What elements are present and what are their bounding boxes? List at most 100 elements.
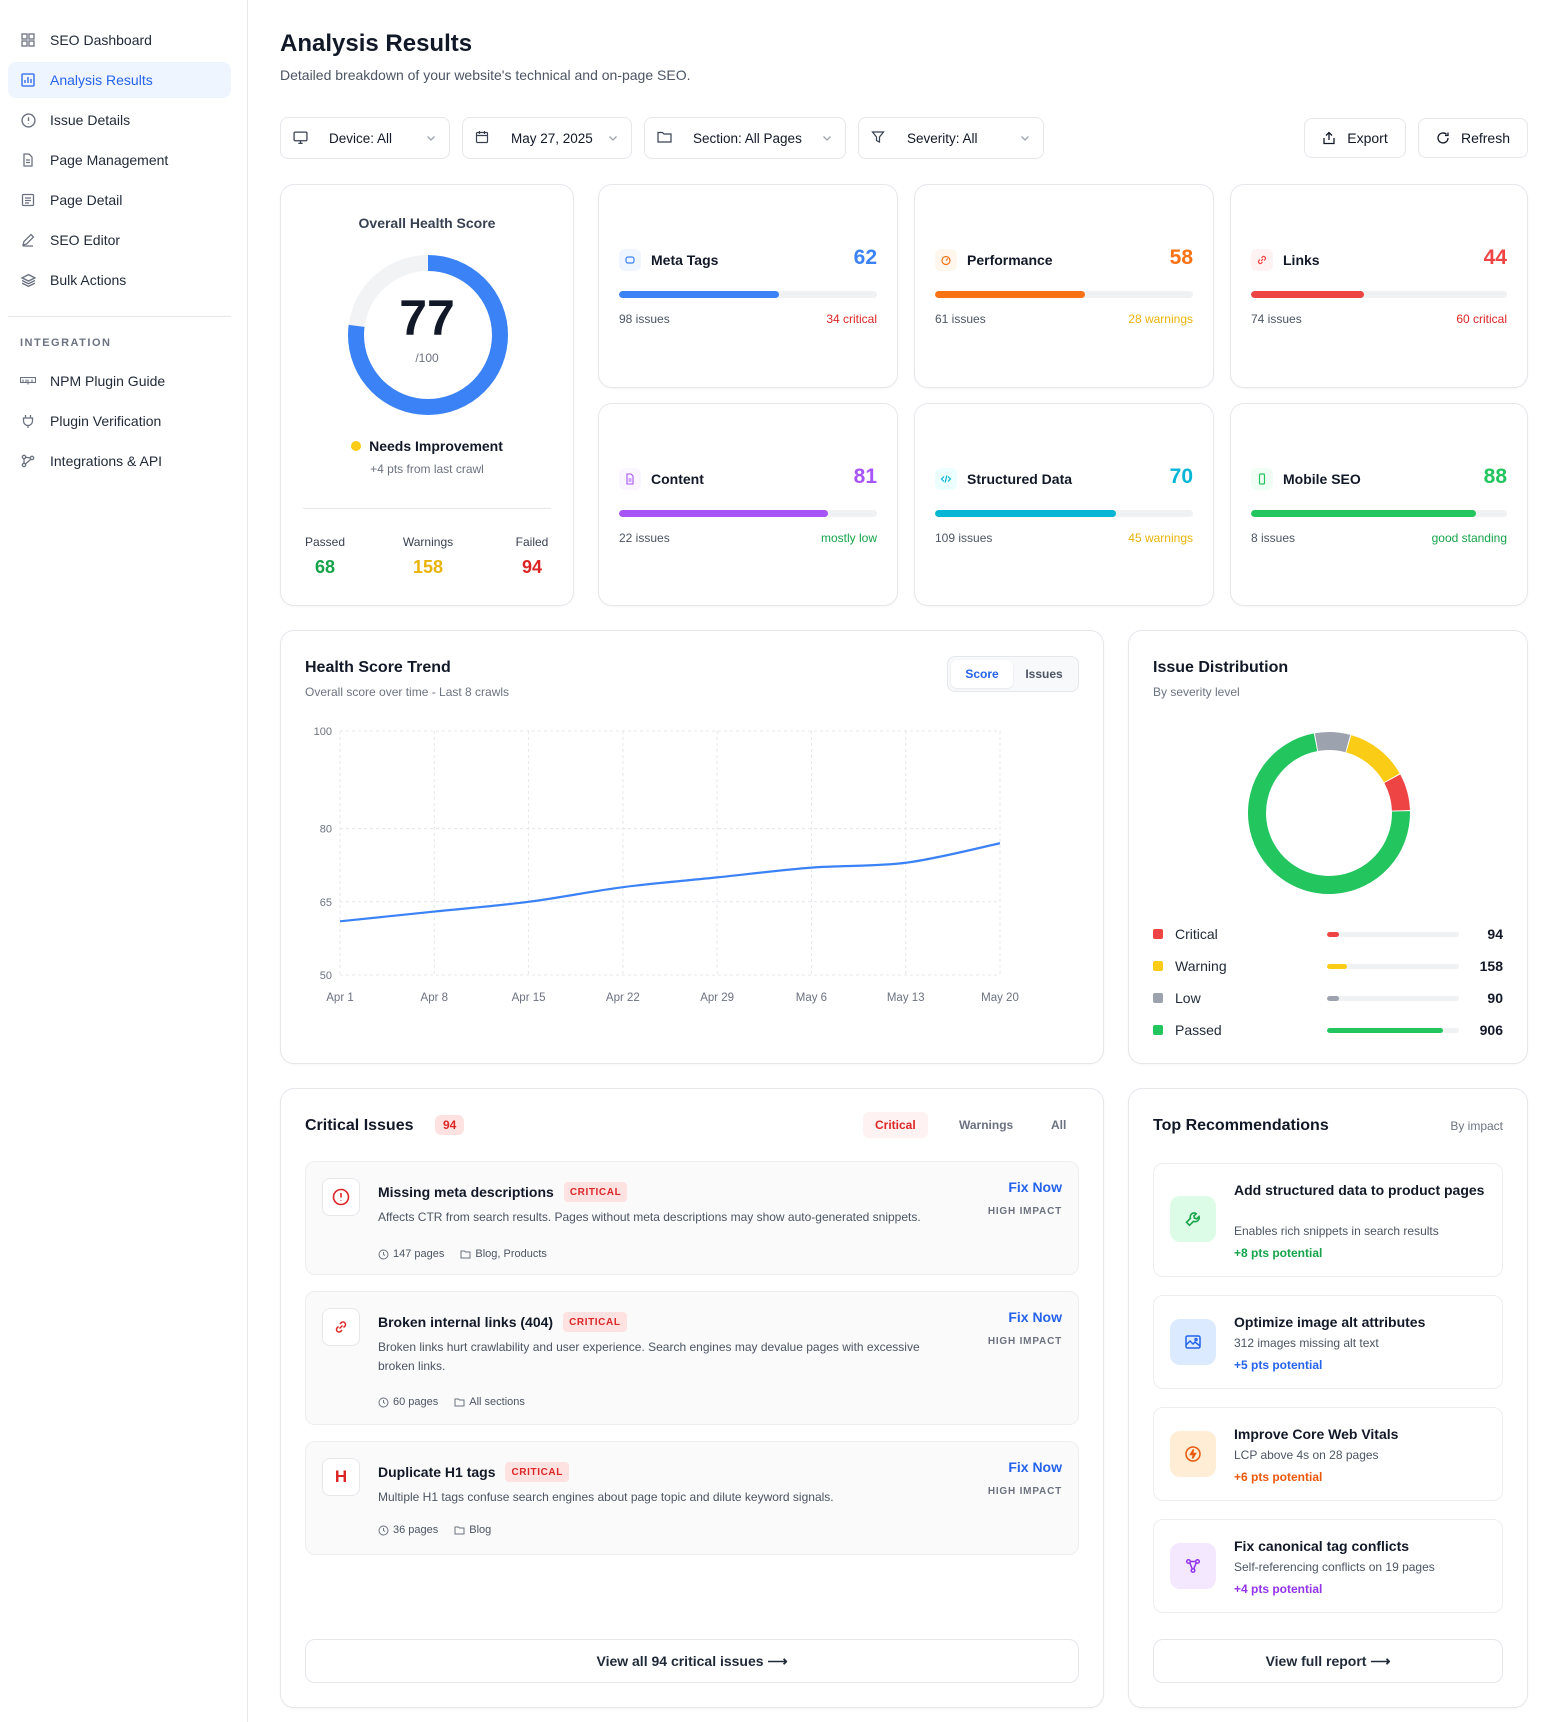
trend-title: Health Score Trend — [305, 659, 451, 676]
sidebar-item-plugin-verification[interactable]: Plugin Verification — [8, 403, 231, 439]
passed-label: Passed — [304, 535, 346, 549]
chevron-down-icon — [425, 132, 437, 144]
category-card-mobile-seo[interactable]: Mobile SEO 88 8 issues good standing — [1230, 403, 1528, 606]
legend-value: 906 — [1479, 1022, 1503, 1038]
refresh-button[interactable]: Refresh — [1418, 118, 1528, 158]
recommendation-points: +4 pts potential — [1234, 1582, 1323, 1596]
tab-warnings[interactable]: Warnings — [959, 1118, 1014, 1132]
sidebar-item-label: SEO Editor — [50, 232, 121, 248]
warnings-stat: Warnings 158 — [395, 535, 461, 578]
chevron-down-icon — [1019, 132, 1031, 144]
distribution-donut — [1248, 732, 1410, 894]
issue-sections: Blog, Products — [460, 1248, 547, 1260]
recommendation-item[interactable]: Add structured data to product pages Ena… — [1153, 1163, 1503, 1277]
recommendations-sort[interactable]: By impact — [1450, 1119, 1503, 1133]
recommendation-item[interactable]: Improve Core Web Vitals LCP above 4s on … — [1153, 1407, 1503, 1501]
category-note: 45 warnings — [1128, 531, 1193, 545]
category-card-meta-tags[interactable]: Meta Tags 62 98 issues 34 critical — [598, 184, 898, 388]
device-filter-label: Device: All — [329, 130, 393, 146]
recommendations-title: Top Recommendations — [1153, 1117, 1329, 1134]
legend-item-passed: Passed 906 — [1153, 1019, 1503, 1041]
tab-all[interactable]: All — [1051, 1118, 1067, 1132]
export-icon — [1322, 131, 1337, 146]
recommendation-item[interactable]: Fix canonical tag conflicts Self-referen… — [1153, 1519, 1503, 1613]
critical-count-badge: 94 — [435, 1115, 465, 1135]
legend-item-critical: Critical 94 — [1153, 923, 1503, 945]
recommendation-item[interactable]: Optimize image alt attributes 312 images… — [1153, 1295, 1503, 1389]
tab-issues[interactable]: Issues — [1025, 667, 1063, 681]
issue-sections-label: All sections — [469, 1396, 525, 1408]
sidebar-item-analysis-results[interactable]: Analysis Results — [8, 62, 231, 98]
sidebar-item-page-management[interactable]: Page Management — [8, 142, 231, 178]
sidebar-section-heading: INTEGRATION — [20, 337, 112, 349]
view-full-report-button[interactable]: View full report ⟶ — [1153, 1639, 1503, 1683]
section-filter[interactable]: Section: All Pages — [644, 117, 846, 159]
issue-meta: 36 pages Blog — [378, 1524, 507, 1536]
category-progress — [935, 510, 1193, 517]
issue-item[interactable]: Broken internal links (404) CRITICAL Brok… — [305, 1291, 1079, 1425]
severity-filter[interactable]: Severity: All — [858, 117, 1044, 159]
issue-title-row: Missing meta descriptions CRITICAL — [378, 1182, 628, 1202]
issue-distribution-card: Issue Distribution By severity level Cri… — [1128, 630, 1528, 1064]
code-icon — [935, 468, 957, 490]
fix-now-button[interactable]: Fix Now — [1008, 1459, 1062, 1475]
trend-chart: 100 80 65 50 Apr 1 Apr 8 Apr 15 Apr 22 Apr 29 May… — [314, 726, 1019, 1004]
fix-now-button[interactable]: Fix Now — [1008, 1309, 1062, 1325]
sidebar-item-seo-dashboard[interactable]: SEO Dashboard — [8, 22, 231, 58]
sidebar-item-page-detail[interactable]: Page Detail — [8, 182, 231, 218]
category-card-links[interactable]: Links 44 74 issues 60 critical — [1230, 184, 1528, 388]
category-card-performance[interactable]: Performance 58 61 issues 28 warnings — [914, 184, 1214, 388]
issue-sections: Blog — [454, 1524, 491, 1536]
issue-pages-label: 60 pages — [393, 1396, 439, 1408]
recommendation-description: Enables rich snippets in search results — [1234, 1224, 1439, 1238]
donut-slice-critical — [1384, 774, 1410, 812]
category-issues: 98 issues — [619, 312, 670, 326]
page-subtitle: Detailed breakdown of your website's tec… — [280, 67, 691, 83]
plug-icon — [20, 413, 36, 429]
legend-swatch — [1153, 929, 1163, 939]
recommendation-points: +5 pts potential — [1234, 1358, 1323, 1372]
sidebar-item-integrations-api[interactable]: Integrations & API — [8, 443, 231, 479]
sidebar-item-seo-editor[interactable]: SEO Editor — [8, 222, 231, 258]
distribution-title: Issue Distribution — [1153, 659, 1289, 676]
fix-now-button[interactable]: Fix Now — [1008, 1179, 1062, 1195]
critical-badge: CRITICAL — [563, 1312, 627, 1332]
x-tick-label: May 13 — [887, 992, 925, 1004]
donut-slice-low — [1314, 732, 1351, 753]
view-all-critical-button[interactable]: View all 94 critical issues ⟶ — [305, 1639, 1079, 1683]
file-icon — [20, 152, 36, 168]
date-filter[interactable]: May 27, 2025 — [462, 117, 632, 159]
y-tick-label: 80 — [320, 824, 332, 836]
severity-filter-label: Severity: All — [907, 130, 978, 146]
warnings-label: Warnings — [402, 535, 454, 549]
export-button[interactable]: Export — [1304, 118, 1406, 158]
category-score: 70 — [1169, 465, 1193, 488]
category-note: 28 warnings — [1128, 312, 1193, 326]
category-progress — [619, 291, 877, 298]
issue-item[interactable]: H Duplicate H1 tags CRITICAL Multiple H1 … — [305, 1441, 1079, 1555]
passed-value: 68 — [314, 557, 336, 577]
chevron-down-icon — [821, 132, 833, 144]
x-tick-label: Apr 22 — [606, 992, 640, 1004]
issue-sections-label: Blog — [469, 1524, 492, 1536]
image-icon — [1170, 1319, 1216, 1365]
sidebar-item-label: Analysis Results — [50, 72, 153, 88]
sidebar-item-issue-details[interactable]: Issue Details — [8, 102, 231, 138]
legend-bar — [1327, 1027, 1459, 1033]
tab-critical[interactable]: Critical — [863, 1112, 928, 1138]
filter-icon — [871, 130, 887, 146]
sidebar-item-npm-plugin-guide[interactable]: NPM Plugin Guide — [8, 363, 231, 399]
category-issues: 109 issues — [935, 531, 993, 545]
issue-description: Broken links hurt crawlability and user … — [378, 1340, 920, 1373]
issue-item[interactable]: Missing meta descriptions CRITICAL Affect… — [305, 1161, 1079, 1275]
category-note: good standing — [1431, 531, 1507, 545]
refresh-icon — [1436, 131, 1451, 146]
health-trend-card: Health Score Trend Overall score over ti… — [280, 630, 1104, 1064]
sidebar-item-bulk-actions[interactable]: Bulk Actions — [8, 262, 231, 298]
impact-label: HIGH IMPACT — [987, 1486, 1062, 1497]
category-card-content[interactable]: Content 81 22 issues mostly low — [598, 403, 898, 606]
device-filter[interactable]: Device: All — [280, 117, 450, 159]
category-card-structured-data[interactable]: Structured Data 70 109 issues 45 warning… — [914, 403, 1214, 606]
category-note: 34 critical — [826, 312, 877, 326]
tab-score[interactable]: Score — [951, 660, 1013, 688]
